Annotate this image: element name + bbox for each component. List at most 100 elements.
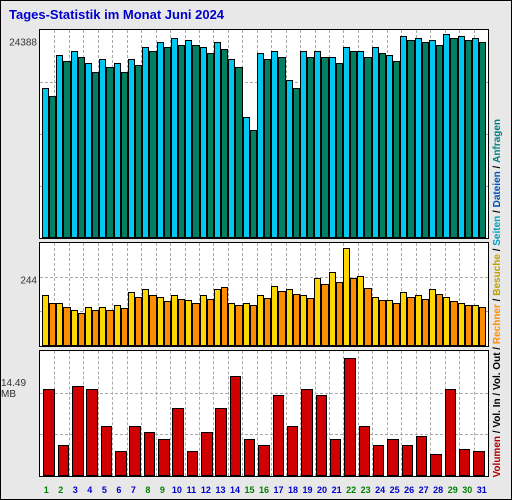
x-tick: 26 xyxy=(402,485,417,495)
chart-title: Tages-Statistik im Monat Juni 2024 xyxy=(1,1,511,26)
bar-group xyxy=(372,351,386,476)
bar-group xyxy=(99,351,113,476)
bar-group xyxy=(357,351,371,476)
x-tick: 9 xyxy=(155,485,170,495)
x-tick: 25 xyxy=(387,485,402,495)
bar-group xyxy=(171,243,185,347)
x-tick: 24 xyxy=(373,485,388,495)
legend-label: Rechner xyxy=(492,304,503,344)
bar-group xyxy=(128,351,142,476)
bar-group xyxy=(142,351,156,476)
bar-group xyxy=(286,243,300,347)
x-tick: 4 xyxy=(83,485,98,495)
bar-group xyxy=(142,30,156,238)
x-tick: 23 xyxy=(358,485,373,495)
bar-group xyxy=(99,30,113,238)
bar-group xyxy=(42,243,56,347)
bar-group xyxy=(214,243,228,347)
legend-label: Seiten xyxy=(492,215,503,245)
bar-group xyxy=(271,30,285,238)
legend-label: Vol. Out xyxy=(492,352,503,390)
bar-group xyxy=(472,243,486,347)
bar-group xyxy=(214,30,228,238)
bar-group xyxy=(271,351,285,476)
bar-group xyxy=(314,30,328,238)
x-tick: 28 xyxy=(431,485,446,495)
bar-group xyxy=(200,351,214,476)
bar-group xyxy=(99,243,113,347)
x-tick: 17 xyxy=(271,485,286,495)
bar-group xyxy=(42,351,56,476)
x-tick: 16 xyxy=(257,485,272,495)
x-tick: 14 xyxy=(228,485,243,495)
bar-group xyxy=(400,30,414,238)
bar-group xyxy=(257,243,271,347)
bar-group xyxy=(128,243,142,347)
bar-group xyxy=(386,351,400,476)
bar-group xyxy=(400,243,414,347)
bar-group xyxy=(114,30,128,238)
x-tick: 19 xyxy=(300,485,315,495)
bar-group xyxy=(228,30,242,238)
bar-group xyxy=(329,351,343,476)
bar-group xyxy=(300,30,314,238)
x-axis: 1234567891011121314151617181920212223242… xyxy=(39,485,489,495)
bar-group xyxy=(85,351,99,476)
plot-area xyxy=(39,29,489,477)
bar-group xyxy=(228,243,242,347)
legend-label: Dateien xyxy=(492,171,503,207)
x-tick: 7 xyxy=(126,485,141,495)
bar-group xyxy=(185,30,199,238)
bar-group xyxy=(114,351,128,476)
chart-container: Tages-Statistik im Monat Juni 2024 24388… xyxy=(0,0,512,500)
bar-group xyxy=(415,243,429,347)
bar-group xyxy=(458,243,472,347)
bar-group xyxy=(271,243,285,347)
x-tick: 21 xyxy=(329,485,344,495)
bar-group xyxy=(458,351,472,476)
legend-label: Besuche xyxy=(492,254,503,296)
x-tick: 22 xyxy=(344,485,359,495)
bar-group xyxy=(157,243,171,347)
bar-group xyxy=(343,243,357,347)
x-tick: 29 xyxy=(445,485,460,495)
bar-group xyxy=(472,30,486,238)
bar-group xyxy=(42,30,56,238)
bar-group xyxy=(228,351,242,476)
x-tick: 11 xyxy=(184,485,199,495)
bar-group xyxy=(200,30,214,238)
bar-group xyxy=(56,243,70,347)
x-tick: 13 xyxy=(213,485,228,495)
right-legend: Volumen / Vol. In / Vol. Out / Rechner /… xyxy=(492,29,508,477)
bar-group xyxy=(443,30,457,238)
bar-group xyxy=(314,351,328,476)
bar-group xyxy=(415,30,429,238)
bar-group xyxy=(286,30,300,238)
x-tick: 12 xyxy=(199,485,214,495)
x-tick: 20 xyxy=(315,485,330,495)
bar-group xyxy=(56,30,70,238)
bar-group xyxy=(429,30,443,238)
bar-group xyxy=(329,30,343,238)
bar-group xyxy=(386,243,400,347)
bar-group xyxy=(200,243,214,347)
x-tick: 1 xyxy=(39,485,54,495)
panel-anfragen-dateien xyxy=(39,29,489,239)
bar-group xyxy=(300,243,314,347)
bar-group xyxy=(386,30,400,238)
bar-group xyxy=(257,351,271,476)
bar-group xyxy=(243,30,257,238)
bar-group xyxy=(443,351,457,476)
panel-besuche-rechner xyxy=(39,242,489,348)
bar-group xyxy=(243,243,257,347)
bar-group xyxy=(314,243,328,347)
y-label-mid: 244 xyxy=(20,276,37,287)
bar-group xyxy=(458,30,472,238)
bar-group xyxy=(171,30,185,238)
bar-group xyxy=(214,351,228,476)
legend-label: Anfragen xyxy=(492,119,503,163)
x-tick: 5 xyxy=(97,485,112,495)
bar-group xyxy=(343,351,357,476)
bar-group xyxy=(415,351,429,476)
bar-group xyxy=(372,30,386,238)
